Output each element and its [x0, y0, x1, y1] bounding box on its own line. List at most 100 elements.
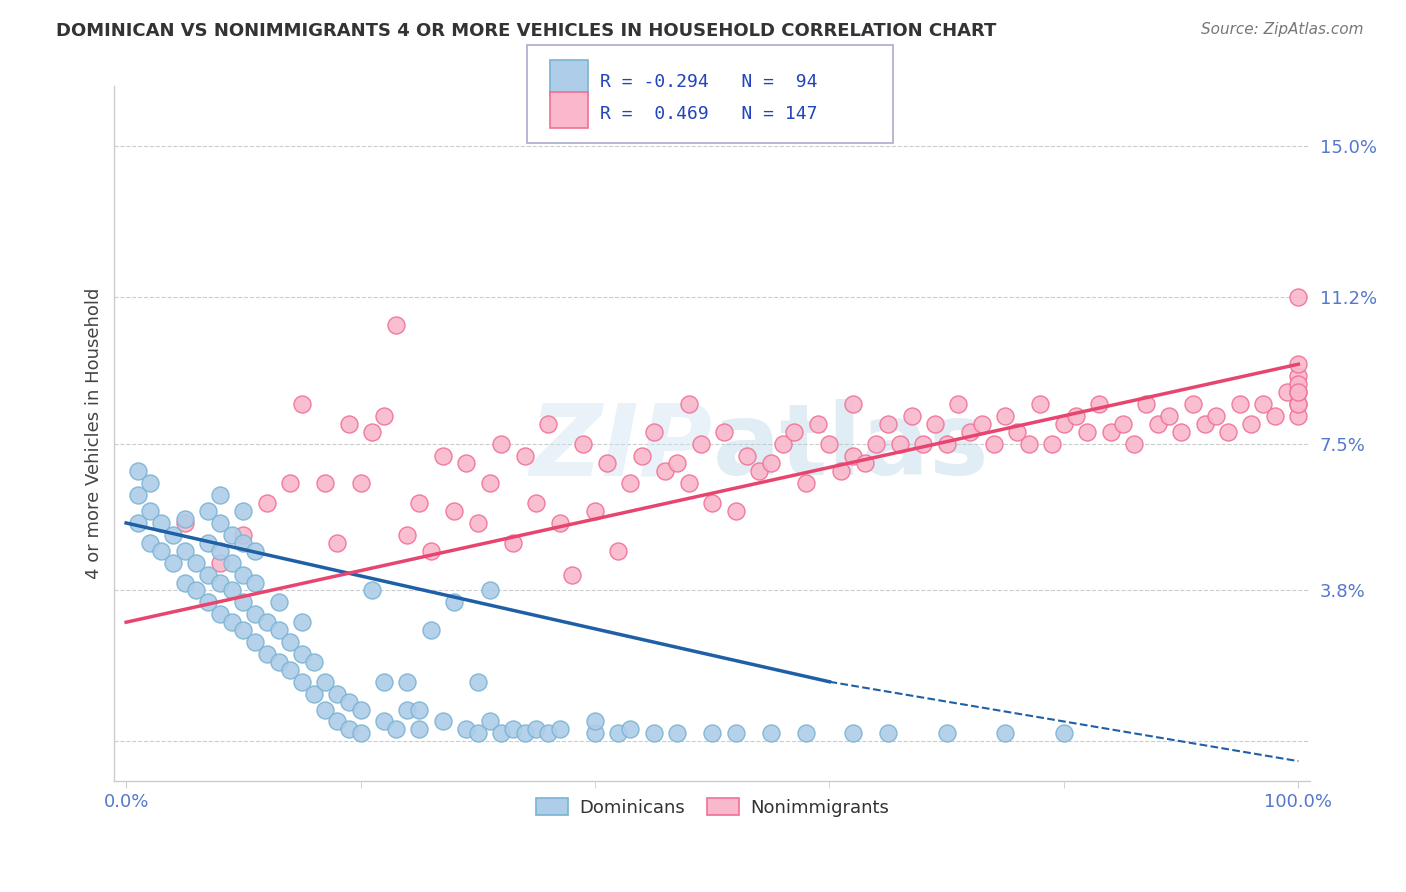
Point — [173, 512, 195, 526]
Point — [208, 607, 231, 622]
Point — [596, 457, 619, 471]
Point — [408, 723, 430, 737]
Point — [794, 726, 817, 740]
Point — [912, 436, 935, 450]
Point — [583, 726, 606, 740]
Point — [173, 543, 195, 558]
Point — [619, 723, 641, 737]
Point — [243, 635, 266, 649]
Point — [1286, 397, 1309, 411]
Point — [537, 417, 560, 431]
Point — [326, 687, 349, 701]
Text: R = -0.294   N =  94: R = -0.294 N = 94 — [600, 72, 818, 90]
Point — [1053, 726, 1076, 740]
Point — [1053, 417, 1076, 431]
Point — [1286, 369, 1309, 384]
Point — [1181, 397, 1204, 411]
Point — [1111, 417, 1133, 431]
Point — [935, 726, 957, 740]
Point — [243, 607, 266, 622]
Point — [197, 536, 219, 550]
Point — [232, 536, 254, 550]
Point — [924, 417, 946, 431]
Point — [373, 409, 395, 423]
Point — [678, 476, 700, 491]
Point — [208, 543, 231, 558]
Point — [267, 595, 290, 609]
Point — [702, 726, 724, 740]
Point — [877, 726, 900, 740]
Point — [278, 476, 301, 491]
Point — [396, 674, 419, 689]
Point — [302, 655, 325, 669]
Point — [678, 397, 700, 411]
Point — [478, 476, 501, 491]
Point — [138, 504, 160, 518]
Point — [173, 516, 195, 530]
Point — [138, 536, 160, 550]
Point — [948, 397, 970, 411]
Point — [548, 723, 571, 737]
Point — [526, 723, 548, 737]
Point — [221, 528, 243, 542]
Point — [830, 464, 852, 478]
Point — [256, 496, 278, 510]
Point — [314, 674, 336, 689]
Point — [208, 488, 231, 502]
Point — [1286, 290, 1309, 304]
Point — [724, 726, 747, 740]
Point — [1264, 409, 1286, 423]
Text: atlas: atlas — [713, 399, 988, 496]
Point — [384, 318, 406, 332]
Point — [197, 595, 219, 609]
Point — [783, 425, 806, 439]
Point — [162, 528, 184, 542]
Point — [396, 702, 419, 716]
Text: DOMINICAN VS NONIMMIGRANTS 4 OR MORE VEHICLES IN HOUSEHOLD CORRELATION CHART: DOMINICAN VS NONIMMIGRANTS 4 OR MORE VEH… — [56, 22, 997, 40]
Point — [807, 417, 830, 431]
Point — [889, 436, 911, 450]
Point — [759, 457, 782, 471]
Legend: Dominicans, Nonimmigrants: Dominicans, Nonimmigrants — [529, 791, 896, 824]
Point — [1286, 384, 1309, 399]
Point — [1229, 397, 1251, 411]
Point — [994, 726, 1017, 740]
Point — [1205, 409, 1227, 423]
Point — [877, 417, 900, 431]
Point — [1099, 425, 1122, 439]
Point — [737, 449, 759, 463]
Point — [970, 417, 993, 431]
Point — [454, 723, 477, 737]
Point — [361, 425, 384, 439]
Point — [314, 476, 336, 491]
Point — [1194, 417, 1216, 431]
Point — [467, 726, 489, 740]
Point — [502, 536, 524, 550]
Point — [794, 476, 817, 491]
Point — [1286, 384, 1309, 399]
Point — [232, 504, 254, 518]
Point — [432, 714, 454, 729]
Point — [959, 425, 981, 439]
Point — [1286, 409, 1309, 423]
Point — [443, 595, 465, 609]
Point — [208, 516, 231, 530]
Point — [243, 543, 266, 558]
Point — [1216, 425, 1239, 439]
Point — [127, 516, 149, 530]
Text: ZIP: ZIP — [529, 399, 713, 496]
Point — [326, 714, 349, 729]
Point — [221, 556, 243, 570]
Point — [208, 575, 231, 590]
Point — [361, 583, 384, 598]
Point — [548, 516, 571, 530]
Point — [666, 726, 689, 740]
Point — [337, 723, 360, 737]
Point — [337, 695, 360, 709]
Point — [208, 556, 231, 570]
Point — [337, 417, 360, 431]
Point — [1005, 425, 1028, 439]
Point — [396, 528, 419, 542]
Point — [221, 615, 243, 630]
Point — [643, 726, 665, 740]
